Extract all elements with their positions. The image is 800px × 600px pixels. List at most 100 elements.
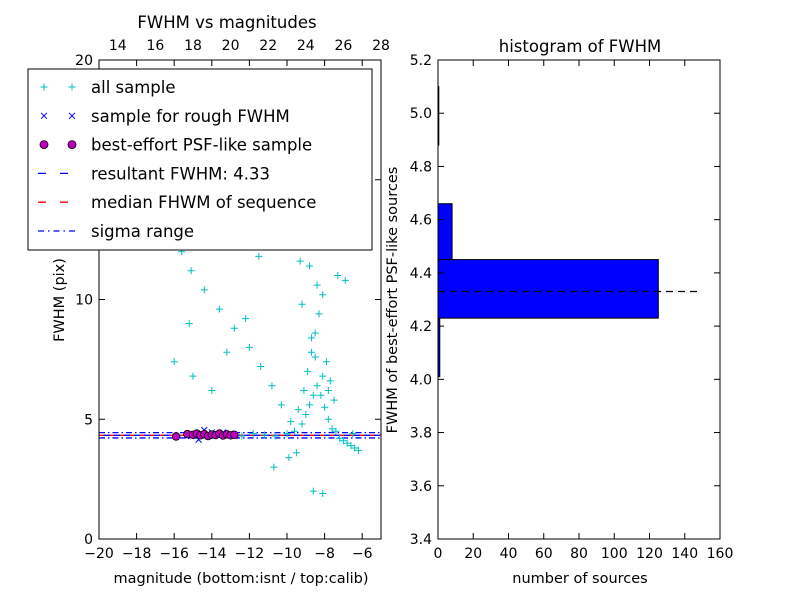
all-sample-point <box>354 446 362 454</box>
all-sample-point <box>317 391 325 399</box>
x-tick-label: 20 <box>464 546 482 562</box>
legend-x-marker <box>40 112 48 120</box>
x-tick-label: 160 <box>707 546 734 562</box>
all-sample-point <box>309 391 317 399</box>
all-sample-point <box>170 358 178 366</box>
all-sample-point <box>336 434 344 442</box>
histogram-plot-area <box>437 86 699 378</box>
all-sample-point <box>326 377 334 385</box>
histogram-title: histogram of FWHM <box>499 37 662 56</box>
all-sample-point <box>321 403 329 411</box>
x-tick-label: −14 <box>197 546 227 562</box>
top-x-tick-label: 28 <box>372 38 390 54</box>
all-sample-point <box>302 410 310 418</box>
y-tick-label: 3.4 <box>410 532 432 548</box>
y-tick-label: 5 <box>84 412 93 428</box>
all-sample-point <box>242 315 250 323</box>
all-sample-point <box>351 444 359 452</box>
y-tick-label: 0 <box>84 532 93 548</box>
x-tick-label: −12 <box>235 546 265 562</box>
legend-label: sample for rough FWHM <box>91 107 290 126</box>
best-sample-point <box>171 432 181 441</box>
all-sample-point <box>255 252 263 260</box>
all-sample-point <box>330 396 338 404</box>
histogram-ticks: 0 20 40 60 80 100 120 140 160 3.4 3.6 3.8 4.0 4.2 4.4 4… <box>410 53 734 562</box>
top-x-tick-label: 14 <box>109 38 127 54</box>
scatter-title: FWHM vs magnitudes <box>137 13 316 32</box>
histogram-y-label: FWHM of best-effort PSF-like sources <box>385 167 401 434</box>
x-tick-label: −16 <box>159 546 189 562</box>
all-sample-point <box>319 372 327 380</box>
all-sample-point <box>324 415 332 423</box>
top-x-tick-label: 24 <box>297 38 315 54</box>
scatter-x-label: magnitude (bottom:isnt / top:calib) <box>113 571 368 587</box>
legend-label: all sample <box>91 78 176 97</box>
all-sample-point <box>208 387 216 395</box>
all-sample-point <box>311 329 319 337</box>
all-sample-point <box>332 427 340 435</box>
legend-x-marker <box>68 112 76 120</box>
all-sample-point <box>341 276 349 284</box>
x-tick-label: 0 <box>434 546 443 562</box>
legend-entry: resultant FWHM: 4.33 <box>38 164 270 183</box>
all-sample-point <box>200 286 208 294</box>
all-sample-point <box>296 257 304 265</box>
all-sample-point <box>328 425 336 433</box>
x-tick-label: −20 <box>84 546 114 562</box>
histogram-panel: histogram of FWHM 0 20 40 60 80 100 120 140 160 3… <box>385 37 733 587</box>
all-sample-point <box>300 387 308 395</box>
all-sample-point <box>298 300 306 308</box>
y-tick-label: 5.2 <box>410 53 432 69</box>
all-sample-point <box>306 262 314 270</box>
all-sample-point <box>277 401 285 409</box>
y-tick-label: 5.0 <box>410 106 432 122</box>
all-sample-point <box>270 463 278 471</box>
y-tick-label: 3.8 <box>410 426 432 442</box>
legend-box <box>27 68 373 251</box>
x-tick-label: 40 <box>500 546 518 562</box>
legend-entry: all sample <box>40 78 176 97</box>
all-sample-point <box>313 382 321 390</box>
all-sample-point <box>347 442 355 450</box>
legend-label: resultant FWHM: 4.33 <box>91 164 270 183</box>
all-sample-point <box>322 358 330 366</box>
legend: all sample sample for rough FWHM best-effo… <box>27 68 373 251</box>
legend-entry: sample for rough FWHM <box>40 107 290 126</box>
histogram-bar <box>437 259 659 319</box>
all-sample-point <box>230 324 238 332</box>
all-sample-point <box>215 305 223 313</box>
all-sample-point <box>268 382 276 390</box>
x-tick-label: 60 <box>535 546 553 562</box>
legend-entry: sigma range <box>38 222 194 241</box>
x-tick-label: 80 <box>570 546 588 562</box>
y-tick-label: 4.8 <box>410 159 432 175</box>
all-sample-point <box>249 430 257 438</box>
x-tick-label: 120 <box>636 546 663 562</box>
top-x-tick-label: 18 <box>184 38 202 54</box>
x-tick-label: 140 <box>671 546 698 562</box>
all-sample-point <box>292 449 300 457</box>
x-tick-label: −6 <box>352 546 373 562</box>
all-sample-point <box>307 334 315 342</box>
all-sample-point <box>319 489 327 497</box>
all-sample-point <box>307 348 315 356</box>
all-sample-point <box>339 437 347 445</box>
all-sample-point <box>294 406 302 414</box>
legend-entry: median FHWM of sequence <box>38 193 316 212</box>
histogram-x-label: number of sources <box>512 571 648 587</box>
best-sample-point <box>230 430 239 440</box>
all-sample-point <box>313 281 321 289</box>
all-sample-point <box>334 272 342 280</box>
x-tick-label: −18 <box>122 546 152 562</box>
all-sample-point <box>272 432 280 440</box>
all-sample-point <box>343 439 351 447</box>
all-sample-point <box>298 420 306 428</box>
legend-circle-marker <box>39 140 49 150</box>
y-tick-label: 4.2 <box>410 319 432 335</box>
all-sample-point <box>187 267 195 275</box>
all-sample-point <box>260 431 268 439</box>
all-sample-point <box>283 430 291 438</box>
x-tick-label: 100 <box>601 546 628 562</box>
legend-entry: best-effort PSF-like sample <box>39 136 312 155</box>
